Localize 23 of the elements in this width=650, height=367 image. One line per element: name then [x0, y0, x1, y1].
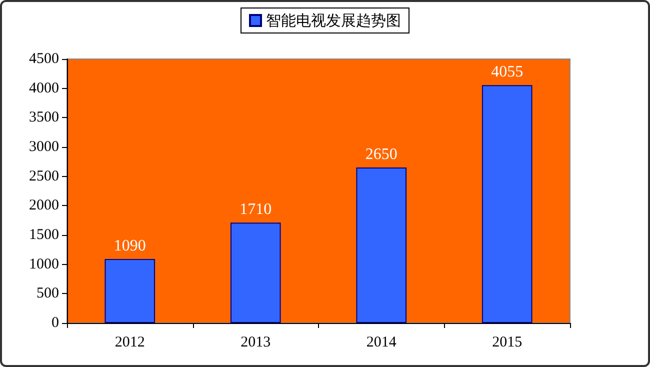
data-label: 1090 — [114, 238, 146, 255]
y-tick-label: 0 — [52, 315, 59, 331]
x-tick-label: 2014 — [366, 334, 397, 350]
y-tick-label: 3500 — [29, 110, 59, 126]
data-label: 4055 — [491, 64, 524, 81]
y-tick-label: 2500 — [29, 168, 59, 184]
y-tick-label: 500 — [36, 286, 59, 302]
bar — [356, 168, 407, 323]
data-label: 2650 — [365, 146, 398, 164]
y-tick-label: 4500 — [29, 51, 59, 67]
y-tick-label: 3000 — [29, 139, 59, 155]
x-tick-label: 2013 — [240, 334, 271, 350]
bar — [482, 85, 532, 323]
y-tick-label: 4000 — [29, 80, 59, 96]
y-tick-label: 2000 — [29, 198, 59, 214]
x-tick-label: 2012 — [114, 334, 145, 350]
legend-label: 智能电视发展趋势图 — [266, 12, 401, 30]
data-label: 1710 — [240, 201, 272, 218]
bar — [230, 222, 281, 323]
y-tick-label: 1000 — [29, 256, 59, 272]
x-tick-label: 2015 — [492, 334, 522, 350]
bar — [104, 259, 156, 323]
y-tick-label: 1500 — [29, 227, 59, 243]
